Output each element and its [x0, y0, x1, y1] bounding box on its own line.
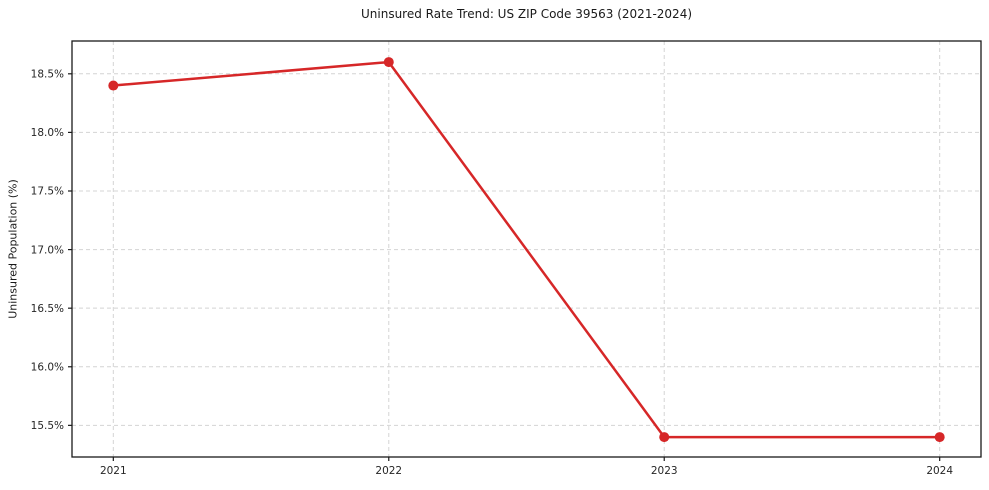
trend-line: [112, 60, 941, 439]
data-point-marker: [108, 80, 119, 91]
y-tick-label: 18.5%: [31, 68, 64, 80]
y-tick-label: 16.5%: [31, 303, 64, 315]
data-point-marker: [934, 432, 945, 443]
y-tick-label: 16.0%: [31, 361, 64, 373]
y-tick-label: 18.0%: [31, 127, 64, 139]
y-tick-label: 15.5%: [31, 420, 64, 432]
x-tick-label: 2022: [375, 465, 402, 477]
chart-title: Uninsured Rate Trend: US ZIP Code 39563 …: [360, 7, 693, 21]
x-tick-label: 2023: [651, 465, 678, 477]
data-point-marker: [659, 432, 670, 443]
x-tick-label: 2024: [926, 465, 953, 477]
y-tick-label: 17.5%: [31, 186, 64, 198]
plot-area-border: [71, 40, 982, 458]
x-tick-label: 2021: [100, 465, 127, 477]
y-tick-label: 17.0%: [31, 244, 64, 256]
data-point-marker: [383, 57, 394, 68]
